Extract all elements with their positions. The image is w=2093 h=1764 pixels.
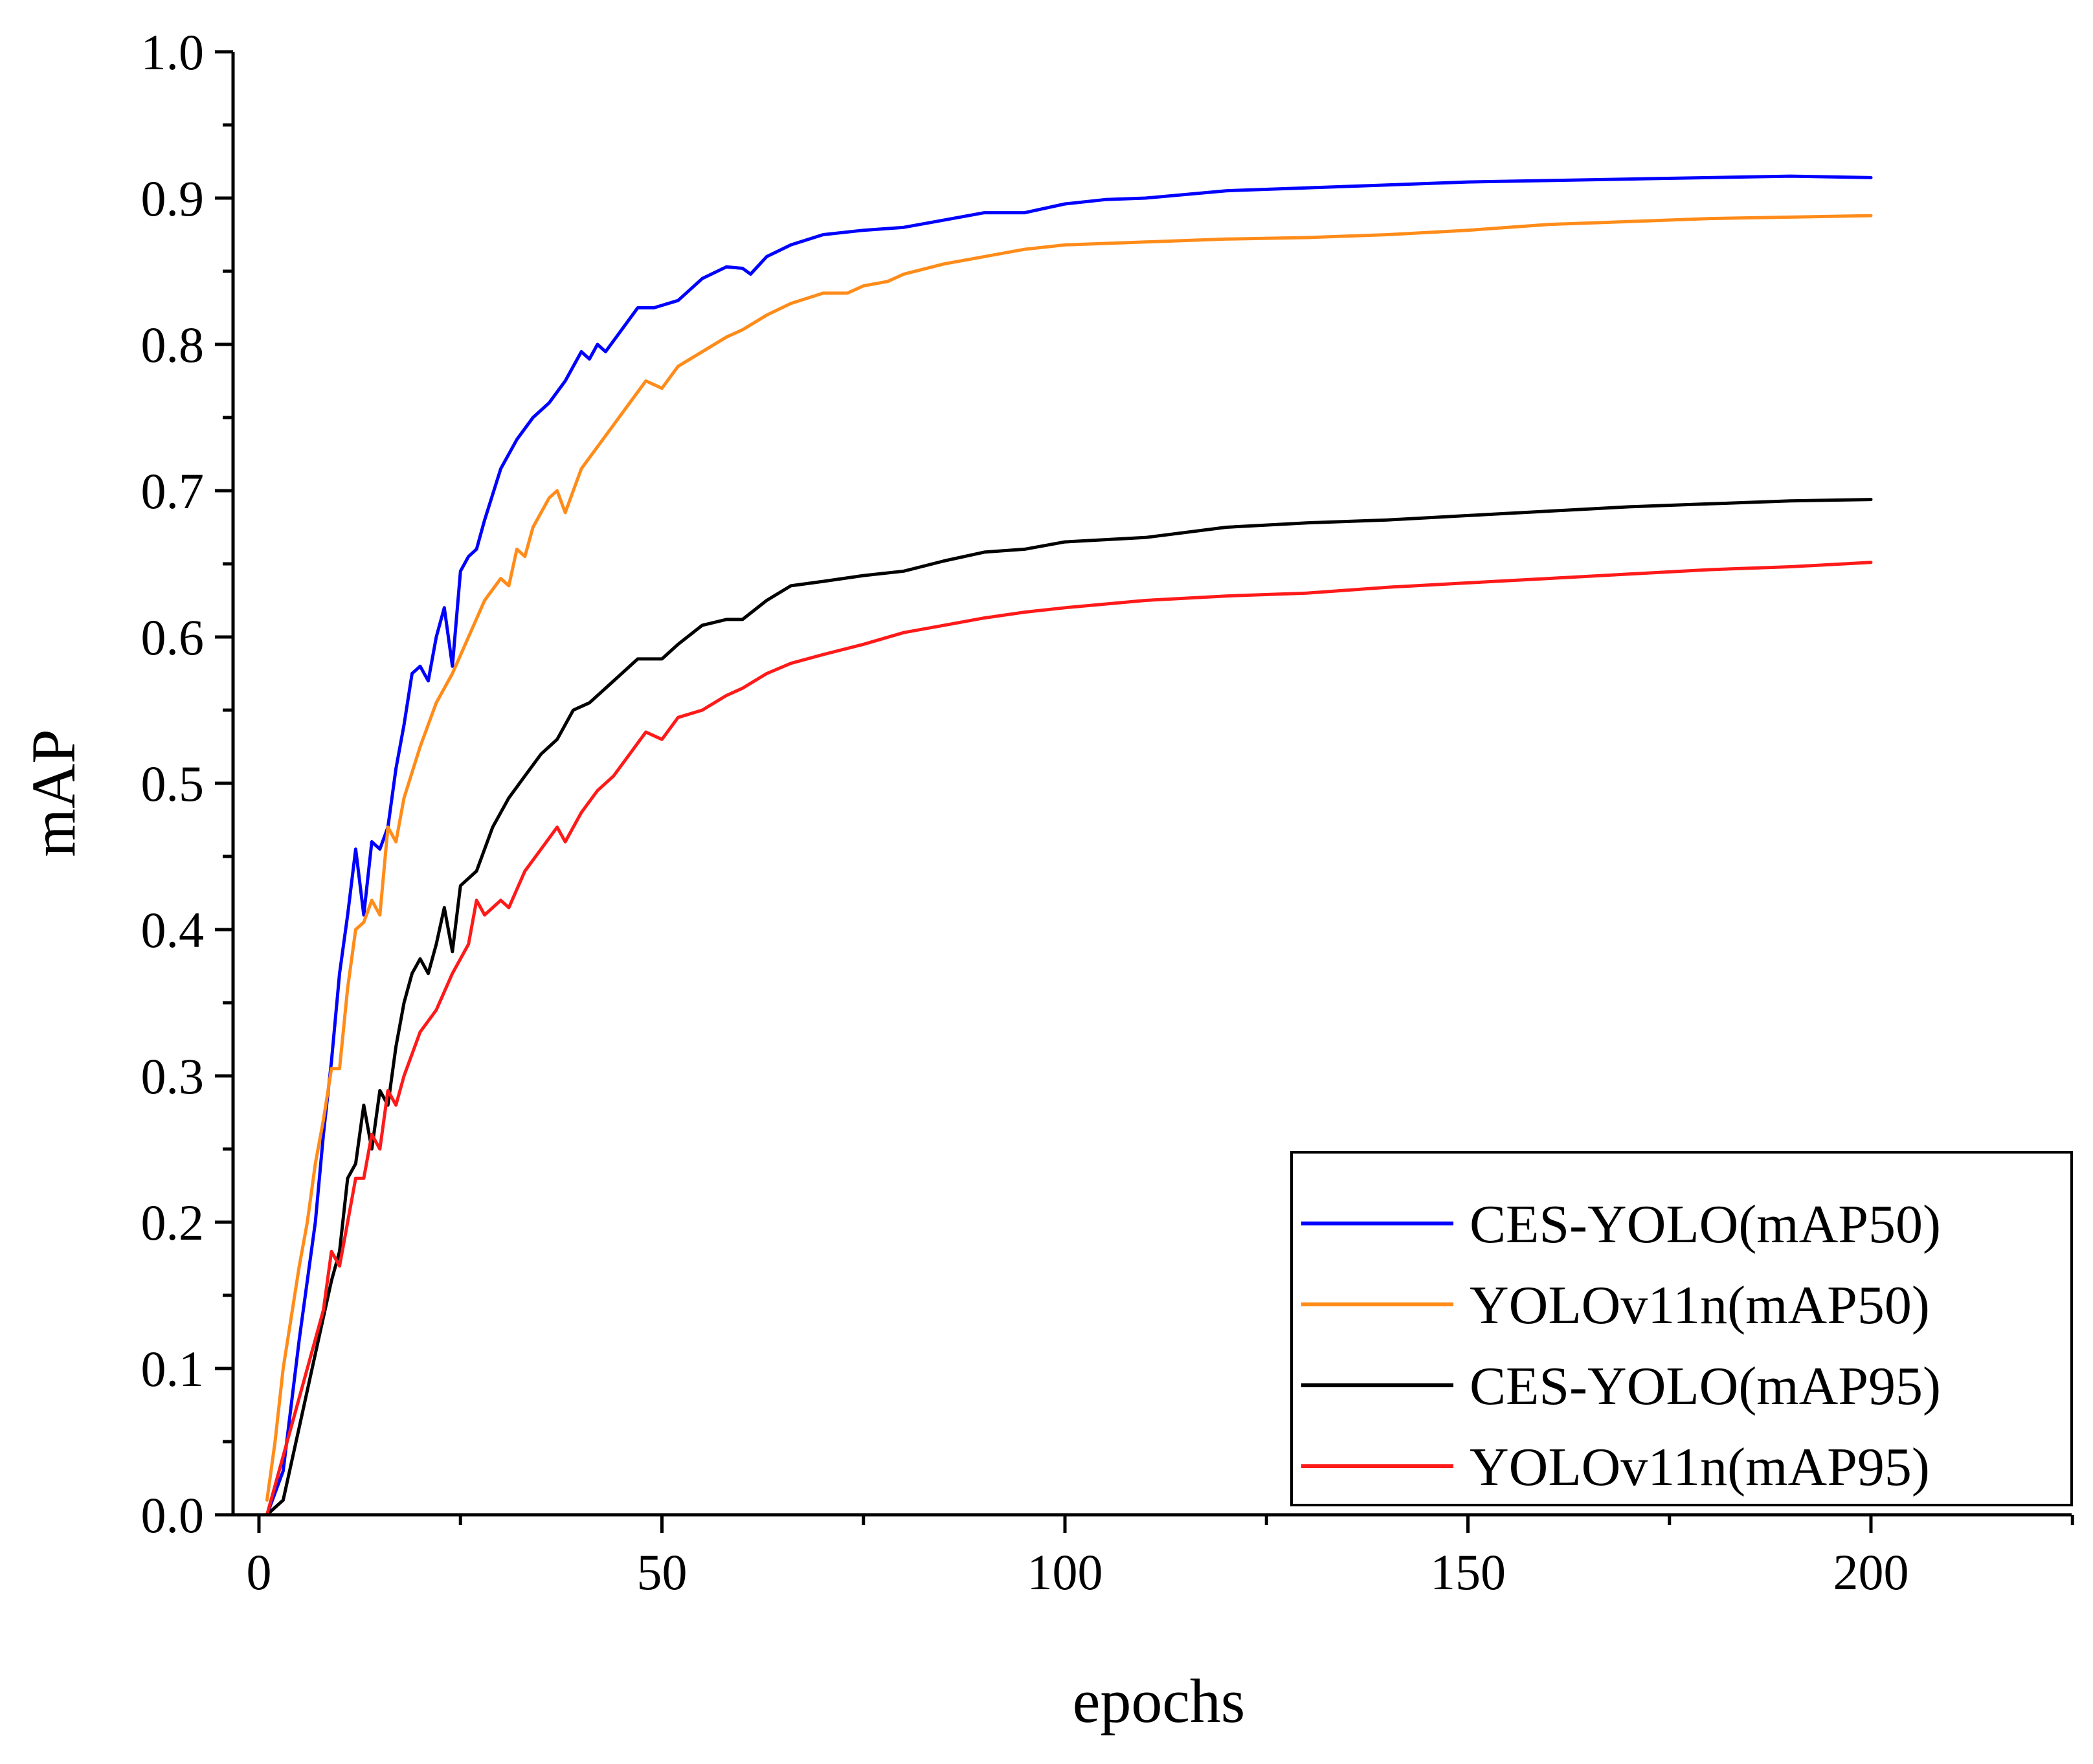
- legend-box: [1290, 1151, 2073, 1506]
- series-line-4: [265, 561, 1873, 1517]
- x-tick-label: 0: [247, 1544, 272, 1600]
- y-tick-label: 0.2: [141, 1194, 205, 1251]
- x-tick-label: 50: [637, 1544, 688, 1600]
- legend-entries: CES-YOLO(mAP50) YOLOv11n(mAP50) CES-YOLO(m…: [1301, 1194, 1941, 1497]
- legend-label-3: CES-YOLO(mAP95): [1470, 1356, 1941, 1416]
- y-tick-label: 0.6: [141, 609, 205, 665]
- y-tick-label: 1.0: [141, 24, 205, 80]
- y-tick-label: 0.4: [141, 902, 205, 958]
- y-tick-label: 0.1: [141, 1341, 205, 1397]
- y-tick-label: 0.0: [141, 1487, 205, 1543]
- y-tick-label: 0.7: [141, 463, 205, 519]
- plot-area: 0.0 0.1 0.2 0.3 0.4 0.5 0.6 0.7 0.8 0.9 1.0 0 50 100…: [141, 24, 2074, 1600]
- x-axis-ticks: 0 50 100 150 200: [247, 1515, 2074, 1600]
- x-tick-label: 150: [1430, 1544, 1506, 1600]
- y-axis-ticks: 0.0 0.1 0.2 0.3 0.4 0.5 0.6 0.7 0.8 0.9 1.0: [141, 24, 233, 1543]
- series-line-1: [265, 174, 1873, 1517]
- y-axis-title: mAP: [19, 729, 88, 856]
- legend: CES-YOLO(mAP50) YOLOv11n(mAP50) CES-YOLO(m…: [1290, 1151, 2073, 1506]
- series-lines: [265, 174, 1873, 1517]
- y-tick-label: 0.3: [141, 1048, 205, 1104]
- y-tick-label: 0.5: [141, 755, 205, 812]
- x-tick-label: 200: [1833, 1544, 1909, 1600]
- legend-label-1: CES-YOLO(mAP50): [1470, 1194, 1941, 1255]
- y-tick-label: 0.8: [141, 317, 205, 373]
- x-axis-title: epochs: [1073, 1666, 1246, 1736]
- y-tick-label: 0.9: [141, 170, 205, 227]
- series-line-2: [265, 214, 1873, 1502]
- legend-label-4: YOLOv11n(mAP95): [1470, 1437, 1930, 1497]
- legend-label-2: YOLOv11n(mAP50): [1470, 1275, 1930, 1335]
- x-tick-label: 100: [1027, 1544, 1103, 1600]
